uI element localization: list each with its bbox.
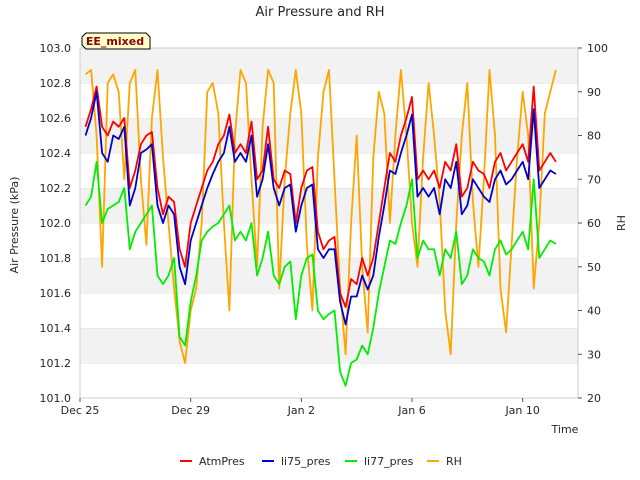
y-tick-label: 101.4 bbox=[40, 322, 72, 335]
y-tick-label: 103.0 bbox=[40, 42, 72, 55]
grid-band bbox=[80, 328, 578, 363]
grid-band bbox=[80, 293, 578, 328]
y2-tick-label: 80 bbox=[587, 130, 601, 143]
x-axis-title: Time bbox=[551, 423, 579, 436]
y-tick-label: 102.2 bbox=[40, 182, 72, 195]
y-tick-label: 102.0 bbox=[40, 217, 72, 230]
series-line-atmpres bbox=[84, 85, 557, 308]
badge: EE_mixed bbox=[81, 32, 151, 50]
legend: AtmPres li75_pres li77_pres RH bbox=[180, 455, 462, 468]
badge-label: EE_mixed bbox=[86, 35, 144, 48]
y2-tick-label: 30 bbox=[587, 348, 601, 361]
y-axis-title: Air Pressure (kPa) bbox=[8, 177, 21, 274]
y-tick-label: 102.4 bbox=[40, 147, 72, 160]
grid-band bbox=[80, 188, 578, 223]
y2-tick-label: 60 bbox=[587, 217, 601, 230]
chart-title: Air Pressure and RH bbox=[255, 5, 384, 20]
x-tick-label: Jan 10 bbox=[504, 404, 539, 417]
y2-tick-label: 50 bbox=[587, 261, 601, 274]
y-tick-label: 101.6 bbox=[40, 287, 72, 300]
y-tick-label: 102.6 bbox=[40, 112, 72, 125]
y2-tick-label: 20 bbox=[587, 392, 601, 405]
y2-axis-ticks: 20 30 40 50 60 70 80 90 100 bbox=[578, 42, 608, 405]
x-tick-label: Dec 25 bbox=[61, 404, 100, 417]
y2-axis-title: RH bbox=[615, 215, 628, 231]
grid-band bbox=[80, 258, 578, 293]
x-tick-label: Jan 2 bbox=[287, 404, 315, 417]
plot-lines bbox=[84, 69, 557, 387]
y2-tick-label: 90 bbox=[587, 86, 601, 99]
x-tick-label: Jan 6 bbox=[397, 404, 425, 417]
grid-band bbox=[80, 118, 578, 153]
y-tick-label: 101.0 bbox=[40, 392, 72, 405]
y-axis-ticks: 101.0 101.2 101.4 101.6 101.8 102.0 102.2 102.4… bbox=[40, 42, 72, 405]
y2-tick-label: 70 bbox=[587, 173, 601, 186]
series-line-li75-pres bbox=[84, 90, 557, 326]
legend-label: li75_pres bbox=[281, 455, 331, 468]
badge-box bbox=[81, 32, 151, 50]
x-axis-ticks: Dec 25 Dec 29 Jan 2 Jan 6 Jan 10 bbox=[61, 398, 540, 417]
grid-band bbox=[80, 363, 578, 398]
series-line-li77-pres bbox=[84, 160, 557, 387]
legend-label: li77_pres bbox=[364, 455, 414, 468]
y-tick-label: 101.2 bbox=[40, 357, 72, 370]
x-tick-label: Dec 29 bbox=[171, 404, 210, 417]
y2-tick-label: 40 bbox=[587, 305, 601, 318]
y-tick-label: 101.8 bbox=[40, 252, 72, 265]
y2-tick-label: 100 bbox=[587, 42, 608, 55]
y-tick-label: 102.8 bbox=[40, 77, 72, 90]
legend-label: AtmPres bbox=[199, 455, 245, 468]
legend-label: RH bbox=[446, 455, 462, 468]
grid-band bbox=[80, 83, 578, 118]
